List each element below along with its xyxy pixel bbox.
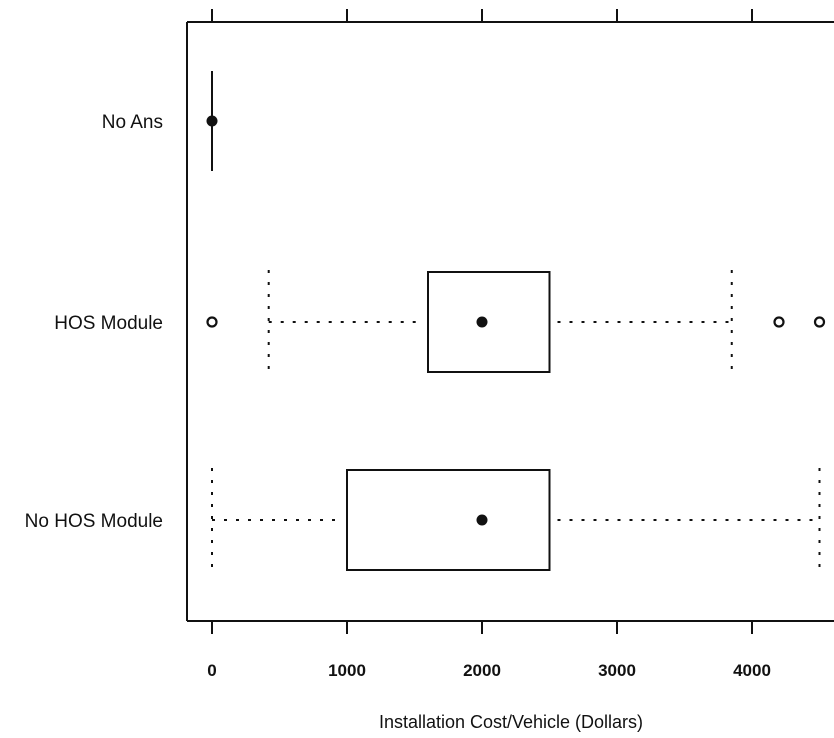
- category-label: HOS Module: [54, 313, 163, 334]
- box-group: [206, 270, 826, 374]
- x-axis-ticks: 0 1000 2000 3000 4000: [207, 621, 771, 680]
- box-series: [206, 71, 826, 572]
- x-tick-label: 2000: [463, 661, 501, 680]
- category-label: No HOS Module: [25, 511, 163, 532]
- median-dot: [476, 514, 488, 526]
- x-tick-label: 1000: [328, 661, 366, 680]
- x-tick-label: 3000: [598, 661, 636, 680]
- outlier-point: [773, 316, 785, 328]
- outlier-point: [206, 316, 218, 328]
- x-tick-label: 4000: [733, 661, 771, 680]
- plot-frame: [186, 21, 834, 622]
- box-iqr: [427, 271, 551, 373]
- box-group: [206, 71, 218, 171]
- median-dot: [206, 115, 218, 127]
- box-group: [211, 468, 821, 572]
- x-tick-label: 0: [207, 661, 216, 680]
- outlier-point: [813, 316, 826, 328]
- median-dot: [476, 316, 488, 328]
- category-label: No Ans: [102, 112, 163, 133]
- category-labels: No Ans HOS Module No HOS Module: [25, 112, 163, 532]
- x-axis-title: Installation Cost/Vehicle (Dollars): [379, 712, 643, 732]
- box-iqr: [346, 469, 551, 571]
- top-axis-ticks: [211, 9, 753, 22]
